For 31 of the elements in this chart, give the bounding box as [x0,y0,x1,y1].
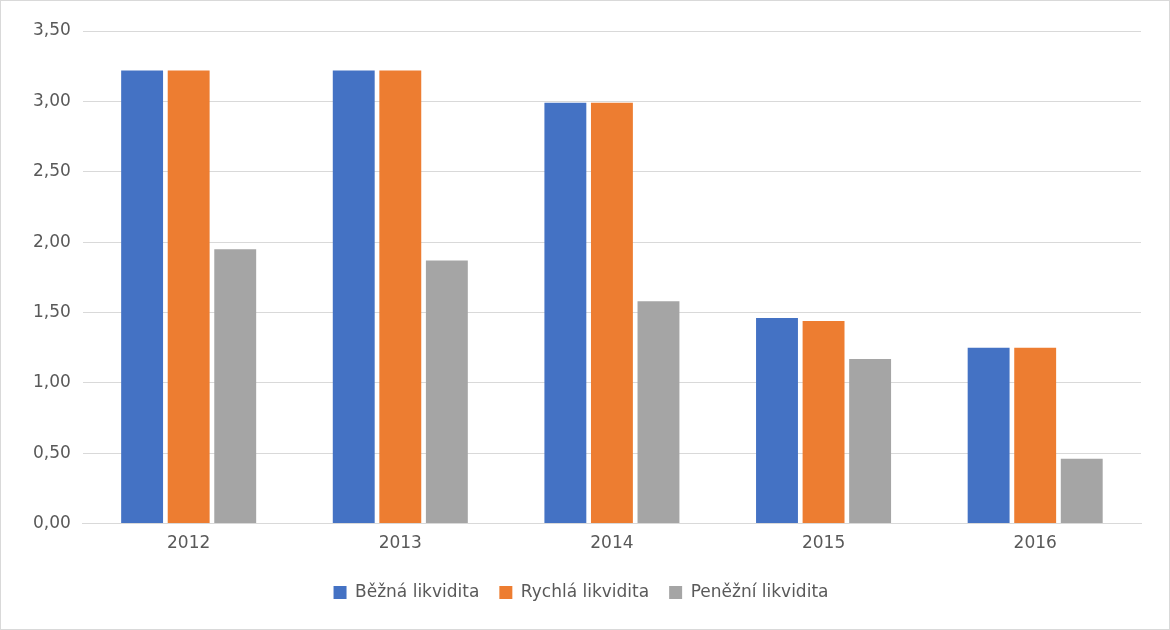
y-tick-label: 1,50 [32,300,71,321]
y-tick-label: 3,00 [32,89,71,110]
y-tick-label: 2,50 [32,160,71,181]
bar [214,249,257,524]
legend-label: Rychlá likvidita [520,580,650,601]
legend-label: Běžná likvidita [355,580,480,601]
x-tick-label: 2016 [1013,532,1057,553]
x-tick-label: 2014 [590,532,634,553]
bar [967,347,1010,524]
bar [756,318,798,524]
bar [1060,458,1103,524]
bar [802,320,845,524]
x-tick-label: 2013 [378,532,422,553]
x-tick-label: 2012 [167,532,211,553]
y-tick-label: 3,50 [32,19,71,40]
bar [167,70,210,524]
bar [590,102,633,524]
legend-label: Peněžní likvidita [690,580,829,601]
bar [1014,347,1057,524]
bar [637,301,680,524]
y-tick-label: 0,50 [32,441,71,462]
x-tick-label: 2015 [801,532,846,553]
bar [332,70,375,524]
bar [121,70,164,524]
bar [379,70,422,524]
bar [425,260,468,524]
bar [849,358,892,524]
y-tick-label: 1,00 [32,371,71,392]
y-tick-label: 0,00 [32,512,71,533]
bar [544,102,587,524]
y-tick-label: 2,00 [32,230,71,251]
